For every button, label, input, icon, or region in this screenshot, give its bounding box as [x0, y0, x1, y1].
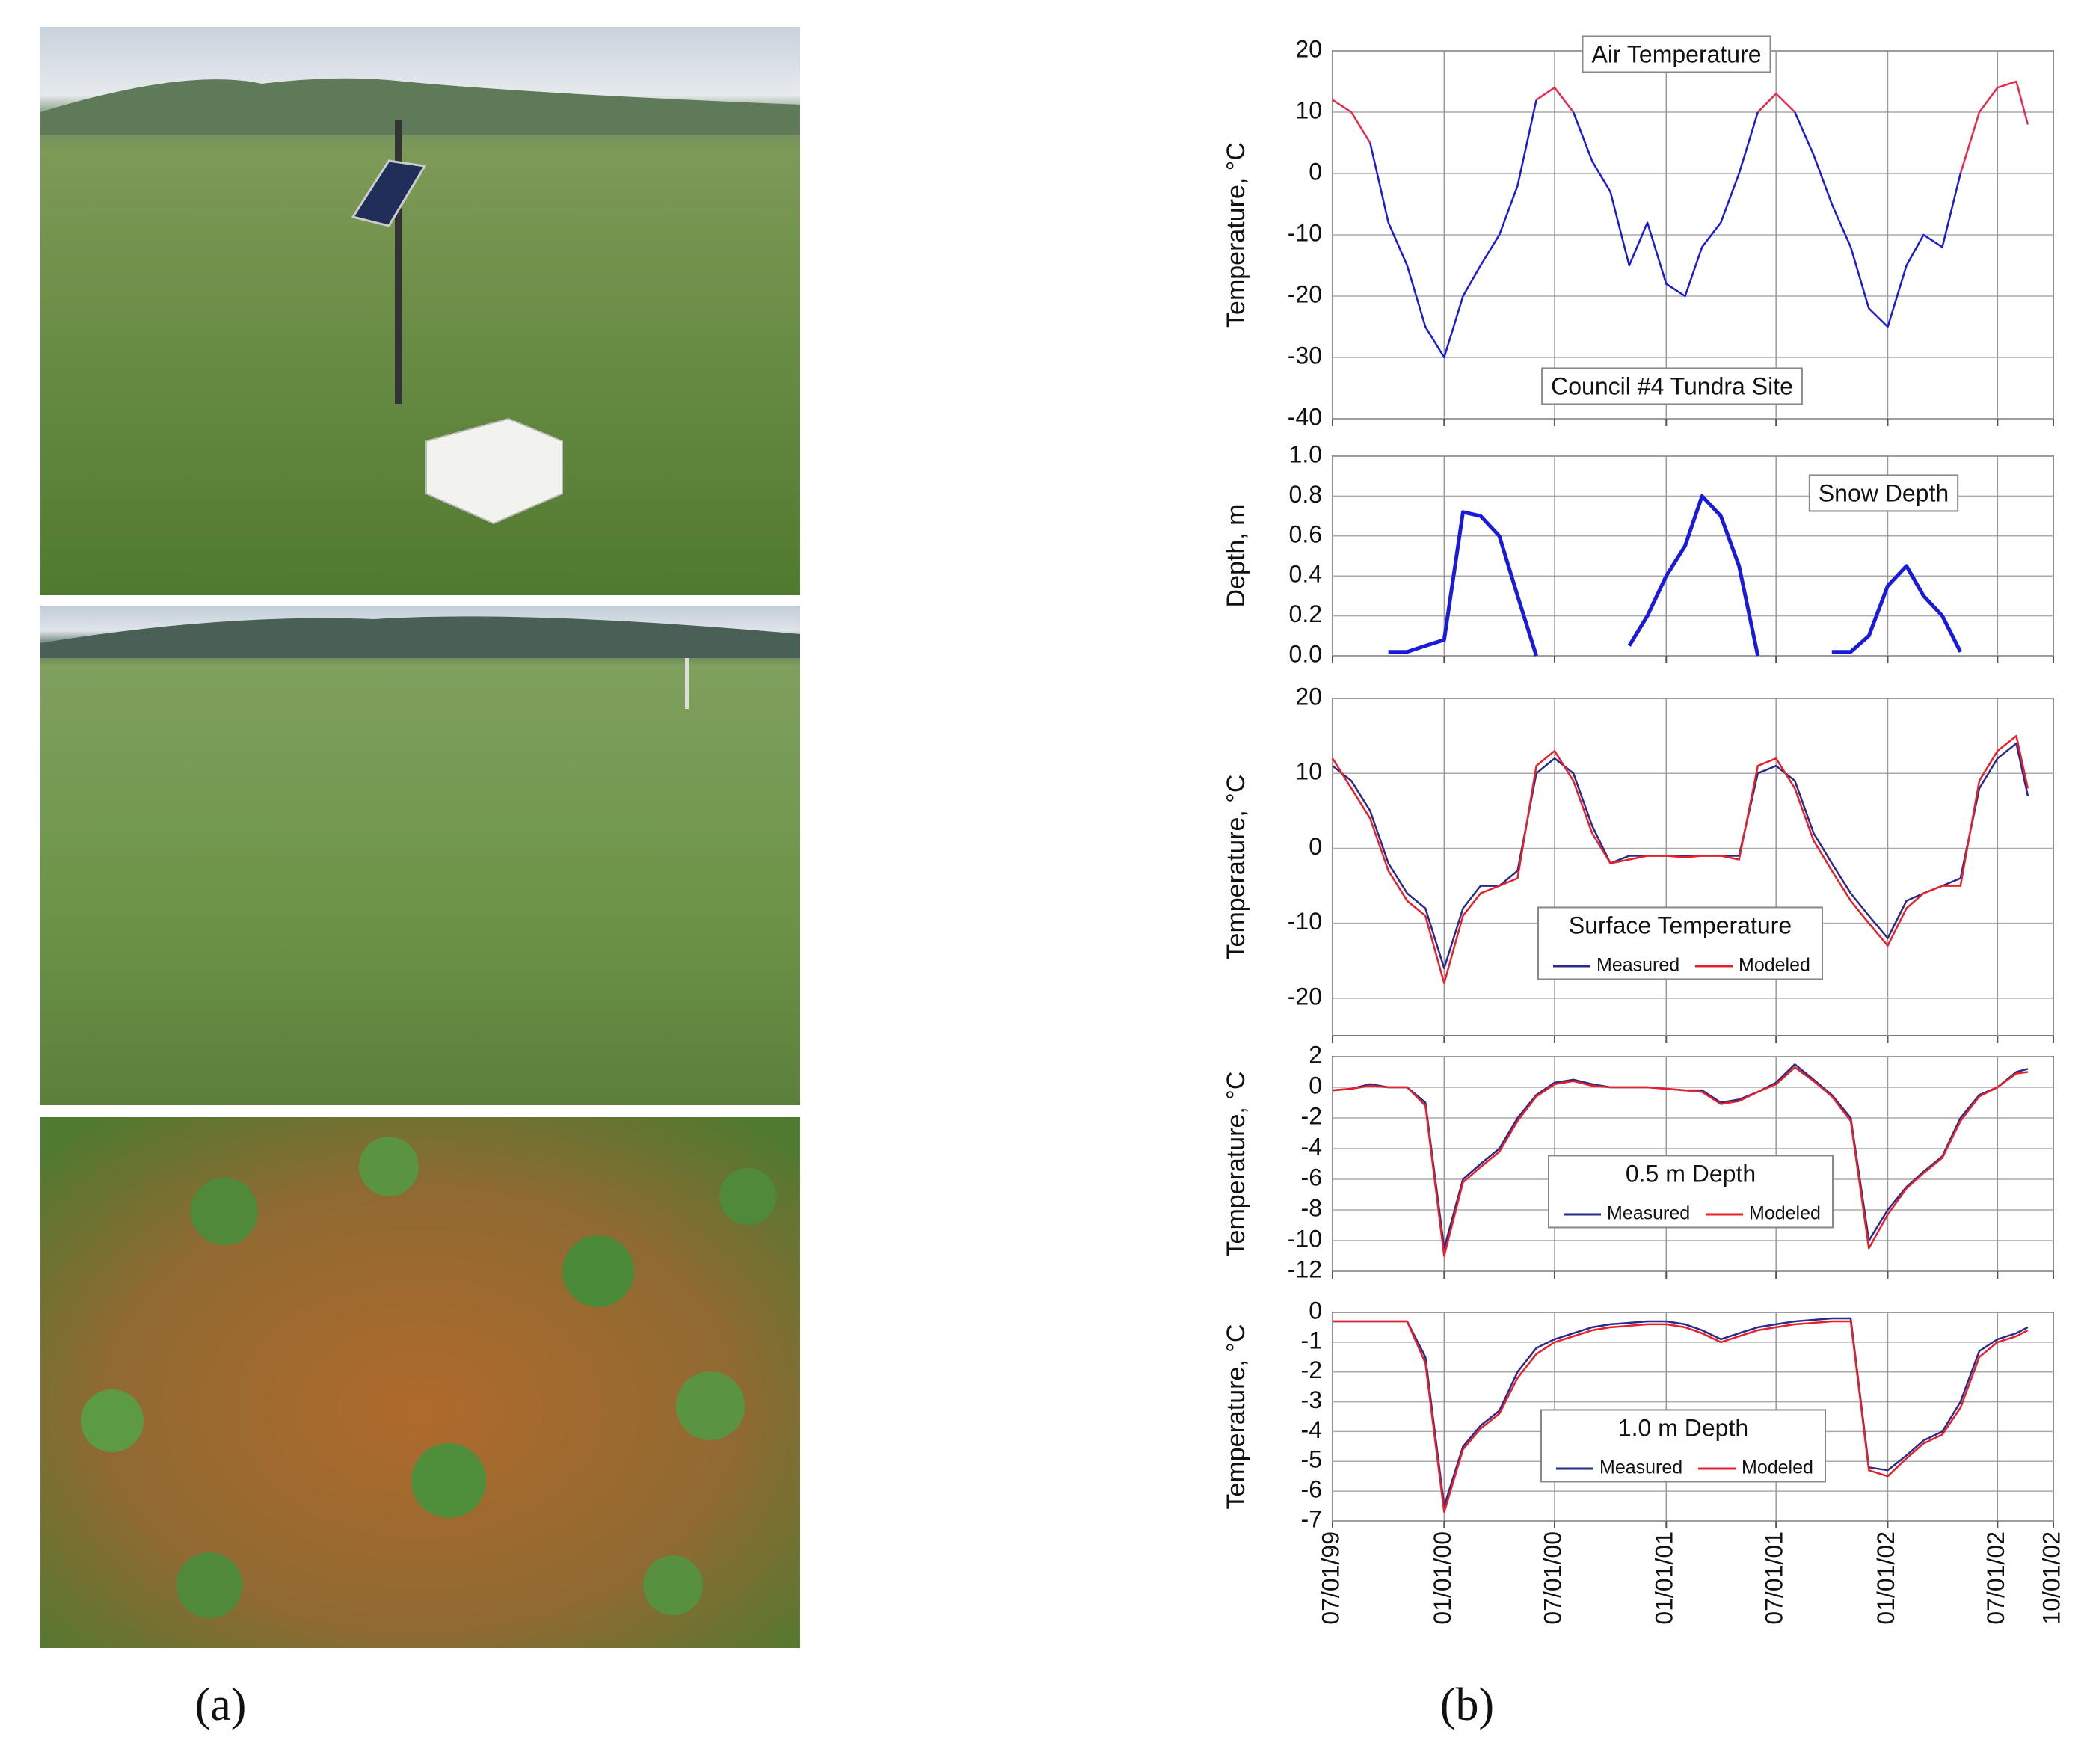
y-tick-label: 0 [1309, 833, 1322, 860]
data-line [1388, 494, 1963, 657]
legend-label: Modeled [1742, 1457, 1813, 1478]
annotation: Council #4 Tundra Site [1551, 372, 1793, 399]
data-line [1369, 99, 1962, 359]
data-line [1332, 80, 2029, 174]
annotation: 0.5 m Depth [1626, 1160, 1756, 1187]
y-tick-label: -4 [1301, 1416, 1322, 1443]
annotation-box [1541, 367, 1803, 405]
y-axis-label: Temperature, °C [1222, 1324, 1250, 1510]
y-tick-label: 20 [1295, 35, 1322, 62]
y-tick-label: -5 [1301, 1446, 1322, 1473]
y-tick-label: -10 [1288, 1225, 1322, 1252]
y-axis-label: Temperature, °C [1222, 142, 1250, 328]
y-tick-label: -2 [1301, 1102, 1322, 1129]
y-tick-label: -40 [1288, 403, 1322, 430]
photo-a-top [40, 27, 800, 595]
x-tick-label: 01/01/02 [1872, 1531, 1899, 1625]
data-line [1332, 742, 2029, 970]
x-tick-label: 10/01/02 [2038, 1531, 2065, 1625]
data-line [1331, 734, 2029, 985]
x-tick-label: 07/01/01 [1761, 1531, 1788, 1625]
legend-label: Measured [1607, 1203, 1690, 1224]
y-tick-label: 0.0 [1289, 640, 1322, 667]
y-tick-label: 1.0 [1289, 440, 1322, 467]
data-line [1333, 1317, 2029, 1508]
y-tick-label: -8 [1301, 1194, 1322, 1221]
y-tick-label: -1 [1301, 1327, 1322, 1353]
y-tick-label: 0 [1309, 1297, 1322, 1324]
annotation: 1.0 m Depth [1618, 1414, 1748, 1441]
annotation: Snow Depth [1819, 479, 1949, 506]
x-tick-label: 01/01/01 [1651, 1531, 1678, 1625]
y-tick-label: -12 [1288, 1256, 1322, 1282]
x-tick-label: 07/01/02 [1982, 1531, 2009, 1625]
data-line [1332, 1066, 2029, 1257]
y-tick-label: 0.4 [1289, 561, 1322, 588]
y-tick-label: 2 [1309, 1041, 1322, 1068]
panel-label: (b) [1440, 1680, 1494, 1730]
y-tick-label: -7 [1301, 1505, 1322, 1532]
annotation: Air Temperature [1591, 40, 1761, 67]
y-tick-label: 0 [1309, 1072, 1322, 1098]
y-tick-label: -10 [1288, 908, 1322, 935]
data-line [1333, 1320, 2029, 1513]
legend-label: Measured [1599, 1457, 1682, 1478]
photo-a-middle [40, 606, 800, 1105]
plot-area [1332, 698, 2054, 1036]
y-tick-label: 0 [1309, 158, 1322, 185]
y-tick-label: 20 [1295, 683, 1322, 710]
y-axis-label: Depth, m [1222, 505, 1250, 608]
y-tick-label: 0.8 [1289, 481, 1322, 508]
photo-a-bottom [40, 1117, 800, 1648]
y-tick-label: -20 [1288, 983, 1322, 1009]
annotation-box [1582, 35, 1771, 73]
y-tick-label: 0.6 [1289, 520, 1322, 547]
legend-label: Modeled [1739, 955, 1810, 976]
y-tick-label: -30 [1288, 342, 1322, 369]
x-tick-label: 07/01/99 [1317, 1531, 1344, 1625]
y-tick-label: -6 [1301, 1476, 1322, 1503]
y-axis-label: Temperature, °C [1222, 1072, 1250, 1257]
y-tick-label: 10 [1295, 96, 1322, 123]
y-tick-label: 0.2 [1289, 600, 1322, 627]
annotation-box [1808, 474, 1959, 512]
panel-label: (a) [195, 1680, 247, 1730]
y-tick-label: 10 [1295, 758, 1322, 785]
legend-label: Measured [1596, 955, 1679, 976]
y-tick-label: -2 [1301, 1356, 1322, 1383]
x-tick-label: 07/01/00 [1539, 1531, 1566, 1625]
y-tick-label: -4 [1301, 1133, 1322, 1160]
y-tick-label: -20 [1288, 280, 1322, 307]
y-tick-label: -10 [1288, 219, 1322, 246]
x-tick-label: 01/01/00 [1429, 1531, 1456, 1625]
legend-label: Modeled [1749, 1203, 1821, 1224]
y-tick-label: -3 [1301, 1386, 1322, 1413]
y-axis-label: Temperature, °C [1222, 775, 1250, 960]
y-tick-label: -6 [1301, 1164, 1322, 1190]
annotation: Surface Temperature [1569, 912, 1792, 938]
